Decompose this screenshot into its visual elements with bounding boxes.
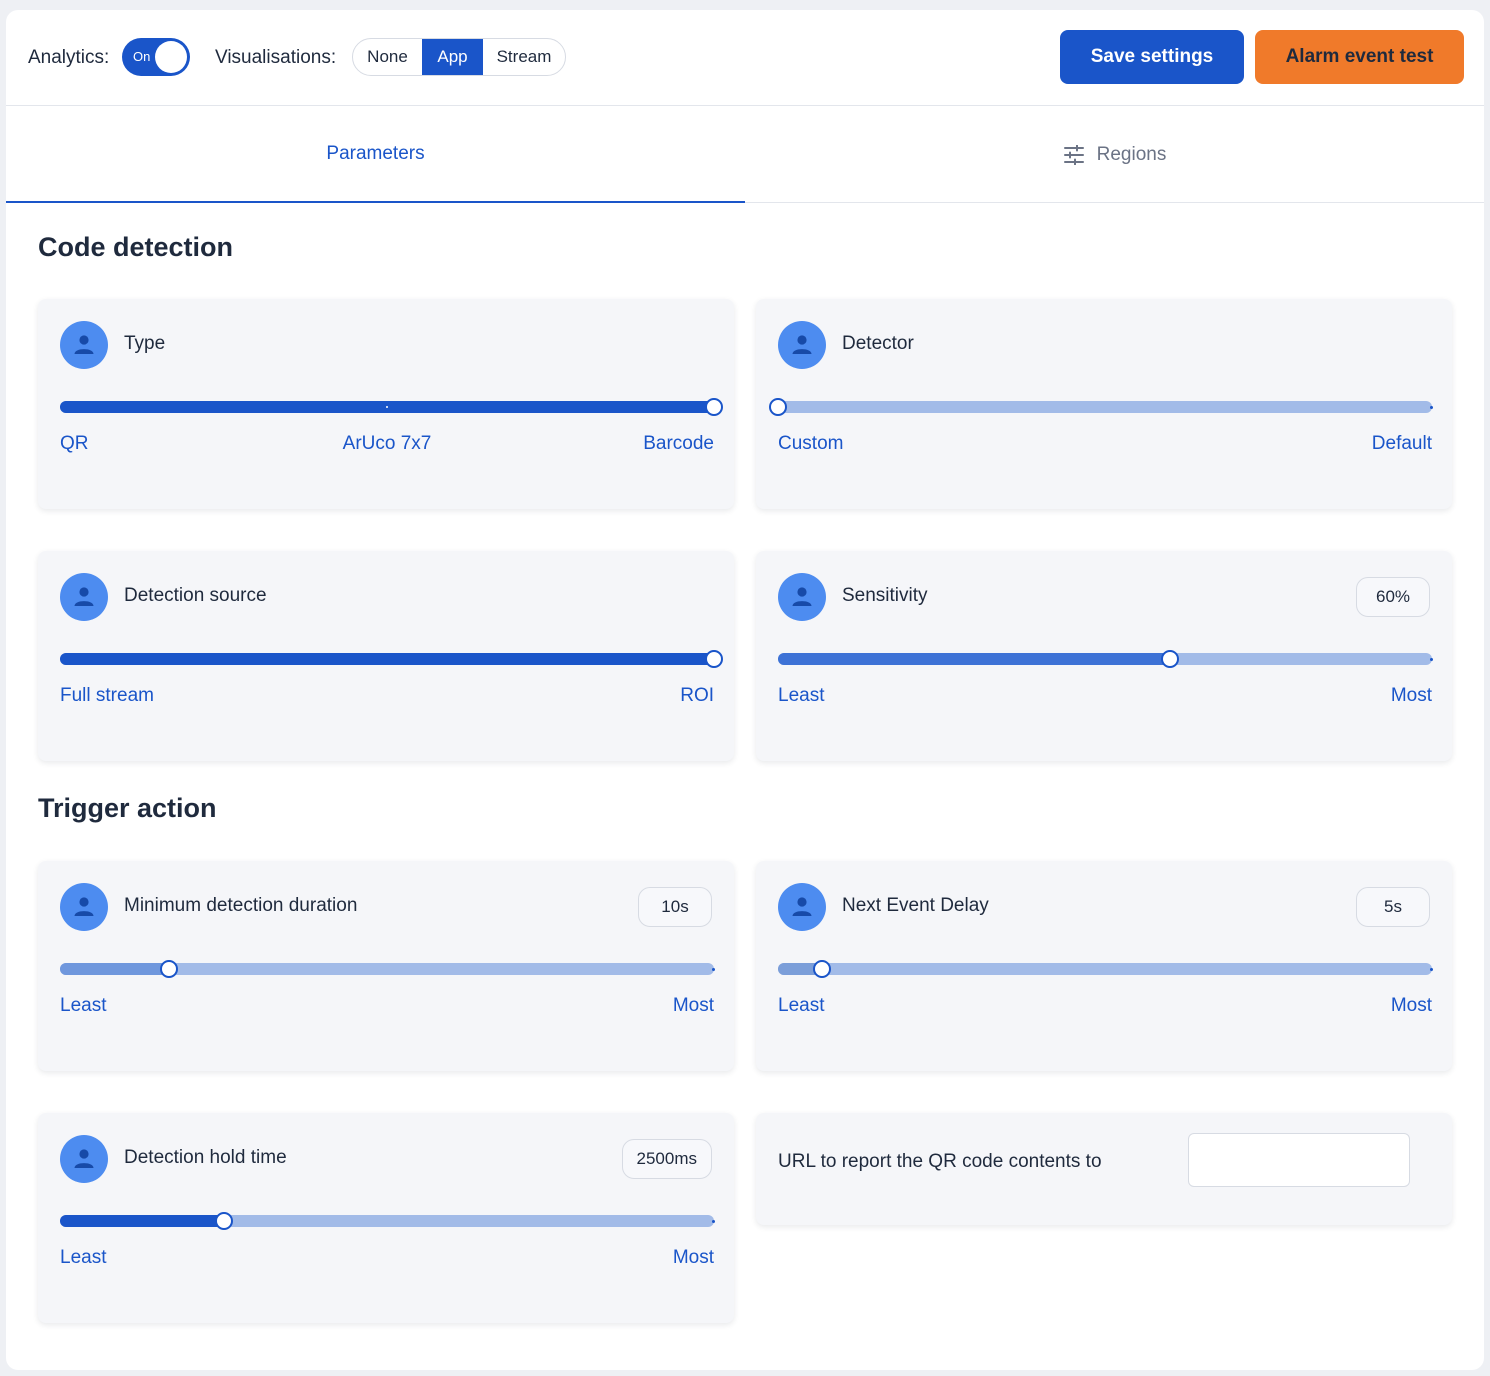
avatar — [60, 883, 108, 931]
visualisation-option-stream[interactable]: Stream — [496, 47, 552, 66]
card-title: Next Event Delay — [842, 895, 989, 916]
analytics-toggle[interactable]: On — [122, 38, 190, 76]
analytics-label: Analytics: — [28, 47, 110, 68]
section-title-trigger-action: Trigger action — [38, 793, 217, 823]
slider-fill — [60, 963, 169, 975]
slider-fill — [778, 963, 823, 975]
slider-thumb[interactable] — [769, 398, 787, 416]
avatar — [778, 883, 826, 931]
slider-fill — [60, 653, 714, 665]
analytics-toggle-text: On — [133, 49, 151, 64]
hold-time-max-label: Most — [672, 1247, 714, 1268]
detector-mark-custom[interactable]: Custom — [778, 433, 844, 454]
slider-thumb[interactable] — [159, 960, 178, 978]
card-sensitivity: Sensitivity 60% Least Most — [756, 551, 1452, 761]
detector-slider[interactable] — [769, 398, 1433, 416]
card-title: Sensitivity — [842, 585, 928, 606]
person-icon — [792, 335, 812, 354]
sliders-icon — [1063, 144, 1084, 165]
hold-time-slider[interactable] — [60, 1212, 715, 1230]
avatar — [60, 573, 108, 621]
card-title: Detection source — [124, 585, 267, 606]
slider-end-dot — [1430, 406, 1433, 409]
toggle-knob — [155, 41, 187, 73]
card-detector: Detector Custom Default — [756, 299, 1452, 509]
type-mark-qr[interactable]: QR — [60, 433, 89, 454]
tab-regions[interactable]: Regions — [745, 106, 1484, 203]
sensitivity-slider[interactable] — [778, 650, 1433, 668]
slider-end-dot — [1430, 658, 1433, 661]
card-title: Type — [124, 333, 166, 354]
type-slider[interactable] — [60, 398, 723, 416]
slider-thumb[interactable] — [705, 398, 723, 416]
card-detection-source: Detection source Full stream ROI — [38, 551, 734, 761]
person-icon — [792, 587, 812, 606]
detector-mark-default[interactable]: Default — [1371, 433, 1432, 454]
sensitivity-value-badge: 60% — [1356, 577, 1430, 617]
next-event-delay-slider[interactable] — [778, 960, 1433, 978]
min-duration-slider[interactable] — [60, 960, 715, 978]
visualisation-option-app[interactable]: App — [422, 39, 483, 75]
min-duration-value-badge: 10s — [638, 887, 712, 927]
person-icon — [74, 1149, 94, 1168]
card-title: Detector — [842, 333, 914, 354]
tab-bar: Parameters Regions — [6, 106, 1484, 203]
hold-time-min-label: Least — [60, 1247, 107, 1268]
slider-step-dot — [386, 406, 388, 408]
report-url-label: URL to report the QR code contents to — [778, 1151, 1102, 1172]
person-icon — [74, 587, 94, 606]
visualisation-option-none[interactable]: None — [367, 47, 408, 66]
slider-fill — [60, 1215, 224, 1227]
card-title: Minimum detection duration — [124, 895, 358, 916]
next-event-delay-max-label: Most — [1390, 995, 1432, 1016]
sensitivity-min-label: Least — [778, 685, 825, 706]
slider-fill — [778, 653, 1171, 665]
detection-source-slider[interactable] — [60, 650, 723, 668]
avatar — [778, 573, 826, 621]
section-title-code-detection: Code detection — [38, 232, 234, 262]
card-next-event-delay: Next Event Delay 5s Least Most — [756, 861, 1452, 1071]
min-duration-max-label: Most — [672, 995, 714, 1016]
source-mark-full-stream[interactable]: Full stream — [60, 685, 154, 706]
tab-parameters-label: Parameters — [326, 142, 425, 164]
slider-thumb[interactable] — [1161, 650, 1180, 668]
person-icon — [792, 897, 812, 916]
hold-time-value-badge: 2500ms — [621, 1139, 712, 1179]
card-title: Detection hold time — [124, 1147, 287, 1168]
slider-thumb[interactable] — [705, 650, 723, 668]
card-detection-hold-time: Detection hold time 2500ms Least Most — [38, 1113, 734, 1323]
card-type: Type QR ArUco 7x7 Barcode — [38, 299, 734, 509]
source-mark-roi[interactable]: ROI — [680, 685, 714, 706]
slider-end-dot — [1430, 968, 1433, 971]
card-report-url: URL to report the QR code contents to — [756, 1113, 1452, 1225]
next-event-delay-min-label: Least — [778, 995, 825, 1016]
tab-regions-label: Regions — [1096, 143, 1167, 165]
person-icon — [74, 897, 94, 916]
save-settings-button[interactable]: Save settings — [1060, 30, 1244, 84]
tab-parameters[interactable]: Parameters — [6, 106, 745, 203]
avatar — [778, 321, 826, 369]
alarm-event-test-button[interactable]: Alarm event test — [1255, 30, 1464, 84]
slider-end-dot — [712, 968, 715, 971]
visualisations-segmented-control: None App Stream — [352, 38, 566, 76]
avatar — [60, 1135, 108, 1183]
card-min-detection-duration: Minimum detection duration 10s Least Mos… — [38, 861, 734, 1071]
min-duration-min-label: Least — [60, 995, 107, 1016]
toolbar: Analytics: On Visualisations: None App S… — [6, 10, 1484, 106]
sensitivity-max-label: Most — [1390, 685, 1432, 706]
type-mark-barcode[interactable]: Barcode — [643, 433, 714, 454]
next-event-delay-value-badge: 5s — [1356, 887, 1430, 927]
type-mark-aruco[interactable]: ArUco 7x7 — [342, 433, 432, 454]
slider-end-dot — [712, 1220, 715, 1223]
avatar — [60, 321, 108, 369]
visualisations-label: Visualisations: — [215, 47, 337, 68]
app-frame: Analytics: On Visualisations: None App S… — [6, 10, 1484, 1370]
report-url-input[interactable] — [1188, 1133, 1410, 1187]
slider-thumb[interactable] — [214, 1212, 233, 1230]
slider-thumb[interactable] — [813, 960, 832, 978]
person-icon — [74, 335, 94, 354]
